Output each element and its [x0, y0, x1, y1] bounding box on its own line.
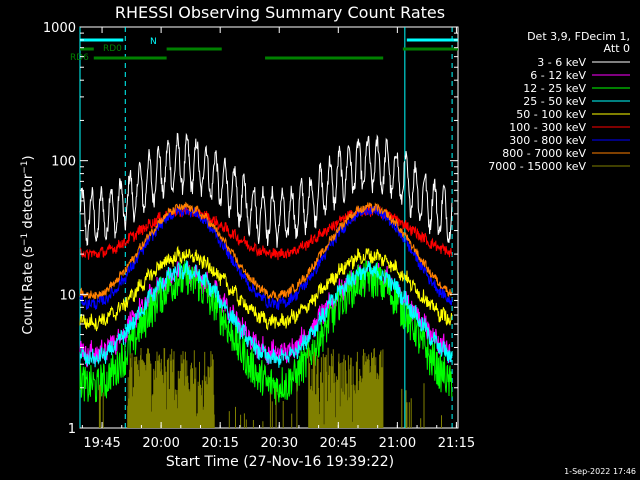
x-tick-label-2: 20:15 — [201, 436, 238, 451]
legend-label-1: 6 - 12 keV — [530, 69, 586, 82]
flag-label-1: RD0 — [103, 44, 122, 54]
x-tick-label-6: 21:15 — [438, 436, 475, 451]
legend-label-0: 3 - 6 keV — [537, 56, 586, 69]
legend-header-1: Att 0 — [604, 42, 630, 55]
chart-title: RHESSI Observing Summary Count Rates — [115, 3, 445, 22]
series-line-5 — [79, 204, 453, 261]
series-line-8 — [98, 347, 442, 428]
series-line-3 — [79, 259, 453, 368]
series-line-0 — [79, 132, 453, 248]
y-tick-label-3: 1000 — [43, 21, 76, 36]
x-tick-label-4: 20:45 — [320, 436, 357, 451]
x-tick-label-3: 20:30 — [261, 436, 298, 451]
legend-label-4: 50 - 100 keV — [516, 108, 586, 121]
footer-timestamp: 1-Sep-2022 17:46 — [564, 467, 636, 476]
flag-bars: N RD0 RD6 — [70, 37, 458, 63]
series-line-4 — [79, 245, 453, 332]
legend-label-8: 7000 - 15000 keV — [488, 160, 586, 173]
x-tick-label-5: 21:00 — [379, 436, 416, 451]
plot-area — [79, 26, 459, 429]
flag-label-0: N — [150, 37, 157, 47]
y-axis-label: Count Rate (s−1 detector−1) — [20, 155, 36, 334]
y-tick-label-1: 10 — [59, 288, 76, 303]
y-tick-label-0: 1 — [68, 422, 76, 437]
legend-label-5: 100 - 300 keV — [509, 121, 586, 134]
y-tick-label-2: 100 — [51, 155, 76, 170]
x-axis-label: Start Time (27-Nov-16 19:39:22) — [166, 454, 394, 470]
legend-header-0: Det 3,9, FDecim 1, — [527, 30, 630, 43]
series-line-7 — [79, 201, 453, 303]
legend-label-3: 25 - 50 keV — [523, 95, 586, 108]
x-axis-ticks: 19:45 20:00 20:15 20:30 20:45 21:00 21:15 — [81, 27, 475, 451]
legend-label-2: 12 - 25 keV — [523, 82, 586, 95]
x-tick-label-1: 20:00 — [142, 436, 179, 451]
legend-label-7: 800 - 7000 keV — [502, 147, 586, 160]
flag-label-2: RD6 — [70, 53, 89, 63]
legend-label-6: 300 - 800 keV — [509, 134, 586, 147]
series-line-6 — [79, 204, 453, 311]
x-tick-label-0: 19:45 — [83, 436, 120, 451]
y-axis-ticks: 1 10 100 1000 — [43, 21, 458, 437]
